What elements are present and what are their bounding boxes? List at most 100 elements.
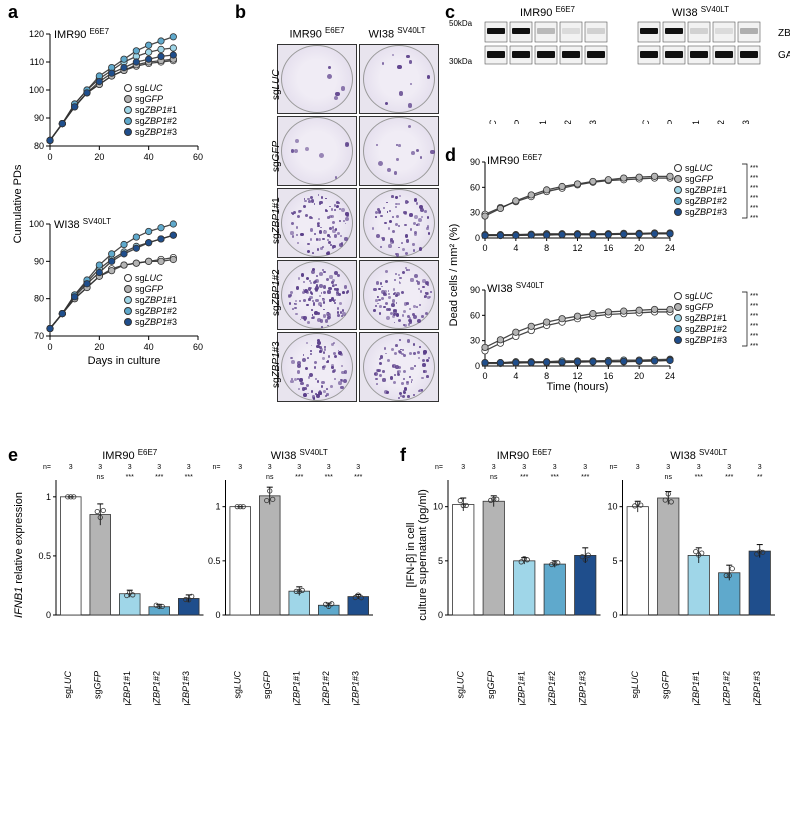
svg-text:sgLUC: sgLUC <box>685 291 713 301</box>
svg-text:***: *** <box>695 474 703 481</box>
svg-text:8: 8 <box>544 243 549 253</box>
svg-text:30: 30 <box>470 208 480 218</box>
svg-text:30: 30 <box>470 336 480 346</box>
panel-d-svg: 048121620240306090IMR90 E6E7sgLUCsgGFPsg… <box>445 145 790 410</box>
svg-text:sgGFP: sgGFP <box>486 671 496 699</box>
svg-text:24: 24 <box>665 243 675 253</box>
svg-text:WI38 SV40LT: WI38 SV40LT <box>487 281 544 295</box>
svg-text:IFNB1 relative expression: IFNB1 relative expression <box>13 492 25 618</box>
svg-text:90: 90 <box>34 256 44 266</box>
svg-text:Cumulative PDs: Cumulative PDs <box>12 164 24 243</box>
svg-text:50kDa: 50kDa <box>449 19 473 28</box>
svg-text:0: 0 <box>438 610 443 620</box>
svg-text:[IFN-β] in cell: [IFN-β] in cell <box>405 522 417 587</box>
svg-text:0: 0 <box>475 233 480 243</box>
svg-text:0: 0 <box>475 361 480 371</box>
svg-text:IMR90 E6E7: IMR90 E6E7 <box>497 448 553 462</box>
svg-text:20: 20 <box>94 152 104 162</box>
svg-text:60: 60 <box>193 152 203 162</box>
svg-text:24: 24 <box>665 371 675 381</box>
svg-text:1: 1 <box>215 502 220 512</box>
svg-text:3: 3 <box>187 464 191 471</box>
svg-text:***: *** <box>750 165 758 172</box>
svg-text:0: 0 <box>215 610 220 620</box>
svg-text:sgZBP1#3: sgZBP1#3 <box>741 120 751 124</box>
colony-row-label: sgZBP1#3 <box>271 341 282 388</box>
svg-text:sgZBP1#3: sgZBP1#3 <box>350 671 360 705</box>
svg-text:3: 3 <box>553 464 557 471</box>
svg-text:ns: ns <box>97 474 105 481</box>
colony-row-label: sgGFP <box>271 141 282 172</box>
svg-text:100: 100 <box>29 219 44 229</box>
svg-text:3: 3 <box>583 464 587 471</box>
svg-text:n=: n= <box>610 464 618 471</box>
svg-text:sgZBP1#1: sgZBP1#1 <box>516 671 526 705</box>
svg-text:sgZBP1#1: sgZBP1#1 <box>291 671 301 705</box>
svg-text:sgLUC: sgLUC <box>135 273 163 283</box>
colony-row-label: sgZBP1#2 <box>271 269 282 316</box>
svg-text:20: 20 <box>634 243 644 253</box>
svg-text:sgZBP1#3: sgZBP1#3 <box>577 671 587 705</box>
panel-c-svg: IMR90 E6E7sgLUCsgGFPsgZBP1#1sgZBP1#2sgZB… <box>445 4 790 124</box>
svg-text:12: 12 <box>572 371 582 381</box>
svg-text:sgZBP1#3: sgZBP1#3 <box>685 207 727 217</box>
svg-text:3: 3 <box>98 464 102 471</box>
svg-text:***: *** <box>155 474 163 481</box>
svg-text:20: 20 <box>94 342 104 352</box>
svg-text:***: *** <box>750 293 758 300</box>
panel-f-svg: 0510IMR90 E6E73sgLUC3nssgGFP3***sgZBP1#1… <box>400 445 790 705</box>
svg-text:0.5: 0.5 <box>38 551 51 561</box>
colony-well <box>277 188 357 258</box>
svg-text:sgZBP1#3: sgZBP1#3 <box>685 335 727 345</box>
svg-text:100: 100 <box>29 85 44 95</box>
svg-text:4: 4 <box>513 371 518 381</box>
svg-text:sgZBP1#3: sgZBP1#3 <box>135 317 177 327</box>
svg-text:40: 40 <box>144 152 154 162</box>
svg-text:sgGFP: sgGFP <box>262 671 272 699</box>
panel-b-colony: IMR90 E6E7WI38 SV40LT sgLUCsgGFPsgZBP1#1… <box>235 4 440 404</box>
svg-text:3: 3 <box>268 464 272 471</box>
svg-text:20: 20 <box>634 371 644 381</box>
svg-text:sgZBP1#2: sgZBP1#2 <box>721 671 731 705</box>
svg-text:sgLUC: sgLUC <box>232 671 242 699</box>
svg-text:3: 3 <box>697 464 701 471</box>
svg-text:***: *** <box>750 333 758 340</box>
svg-text:60: 60 <box>193 342 203 352</box>
svg-text:16: 16 <box>603 243 613 253</box>
svg-text:sgZBP1#2: sgZBP1#2 <box>716 120 726 124</box>
svg-text:16: 16 <box>603 371 613 381</box>
svg-text:sgZBP1#1: sgZBP1#1 <box>691 120 701 124</box>
svg-text:3: 3 <box>128 464 132 471</box>
svg-text:***: *** <box>551 474 559 481</box>
svg-text:120: 120 <box>29 29 44 39</box>
svg-text:110: 110 <box>30 57 44 67</box>
svg-text:sgZBP1#1: sgZBP1#1 <box>685 313 727 323</box>
svg-text:sgZBP1#1: sgZBP1#1 <box>135 105 177 115</box>
svg-text:sgZBP1#1: sgZBP1#1 <box>122 671 132 705</box>
svg-text:n=: n= <box>213 464 221 471</box>
svg-text:sgZBP1#2: sgZBP1#2 <box>135 306 177 316</box>
svg-text:0: 0 <box>612 610 617 620</box>
colony-well <box>277 44 357 114</box>
svg-text:WI38 SV40LT: WI38 SV40LT <box>670 448 727 462</box>
svg-text:3: 3 <box>356 464 360 471</box>
svg-text:***: *** <box>750 303 758 310</box>
svg-text:5: 5 <box>612 556 617 566</box>
svg-text:ns: ns <box>266 474 274 481</box>
svg-text:3: 3 <box>297 464 301 471</box>
svg-text:***: *** <box>750 313 758 320</box>
svg-text:***: *** <box>520 474 528 481</box>
svg-text:sgZBP1#2: sgZBP1#2 <box>135 116 177 126</box>
svg-text:80: 80 <box>34 141 44 151</box>
svg-text:WI38 SV40LT: WI38 SV40LT <box>271 448 328 462</box>
svg-text:10: 10 <box>433 502 443 512</box>
svg-text:n=: n= <box>435 464 443 471</box>
svg-text:ZBP1: ZBP1 <box>778 28 790 39</box>
svg-text:0.5: 0.5 <box>208 556 221 566</box>
svg-text:***: *** <box>750 215 758 222</box>
svg-text:Days in culture: Days in culture <box>88 355 161 367</box>
svg-text:***: *** <box>750 185 758 192</box>
colony-well <box>359 44 439 114</box>
svg-text:5: 5 <box>438 556 443 566</box>
svg-text:0: 0 <box>46 610 51 620</box>
